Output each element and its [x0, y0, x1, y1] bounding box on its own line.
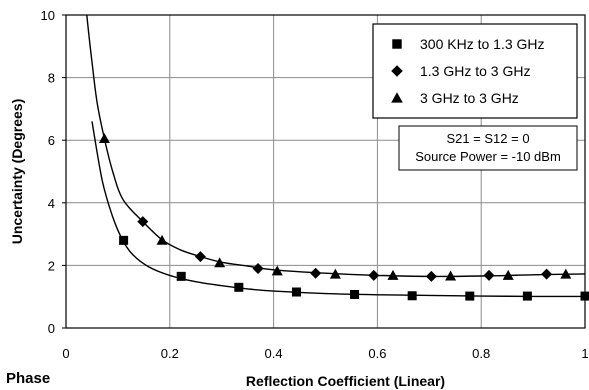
- marker-series-1: [291, 287, 301, 297]
- y-tick-label: 2: [48, 258, 55, 273]
- marker-series-3: [98, 133, 110, 144]
- y-tick-label: 0: [48, 321, 55, 336]
- marker-series-3: [502, 269, 514, 280]
- legend-box: [372, 23, 578, 119]
- marker-series-3: [560, 268, 572, 279]
- y-tick-label: 6: [48, 133, 55, 148]
- marker-series-1: [234, 282, 244, 292]
- x-tick-label: 0: [62, 346, 69, 361]
- legend-label-3: 3 GHz to 3 GHz: [420, 90, 519, 106]
- marker-series-3: [156, 234, 168, 245]
- corner-label: Phase: [6, 370, 51, 387]
- legend: 300 KHz to 1.3 GHz 1.3 GHz to 3 GHz 3 GHz …: [372, 23, 578, 119]
- x-axis-title: Reflection Coefficient (Linear): [246, 373, 445, 389]
- marker-series-1: [407, 291, 417, 301]
- note-box: [398, 125, 578, 171]
- y-tick-label: 4: [48, 196, 55, 211]
- plot-area: [65, 14, 586, 329]
- marker-series-3: [329, 268, 341, 279]
- legend-label-1: 300 KHz to 1.3 GHz: [420, 36, 545, 52]
- y-axis-title: Uncertainty (Degrees): [9, 99, 25, 245]
- x-tick-label: 1: [581, 346, 588, 361]
- y-tick-label: 8: [48, 71, 55, 86]
- conditions-note: S21 = S12 = 0 Source Power = -10 dBm: [398, 125, 578, 171]
- marker-series-1: [465, 291, 475, 301]
- x-tick-label: 0.6: [368, 346, 386, 361]
- legend-marker-3: [391, 92, 403, 103]
- note-line-2: Source Power = -10 dBm: [415, 149, 561, 164]
- marker-series-1: [580, 291, 589, 301]
- y-tick-label: 10: [41, 8, 55, 23]
- series-markers: [98, 133, 589, 301]
- marker-series-2: [368, 269, 380, 281]
- marker-series-1: [350, 290, 360, 300]
- curve-series-1: [91, 121, 585, 298]
- x-tick-label: 0.4: [265, 346, 283, 361]
- marker-series-2: [541, 268, 553, 280]
- legend-marker-1: [392, 39, 402, 49]
- marker-series-3: [445, 270, 457, 281]
- legend-label-2: 1.3 GHz to 3 GHz: [420, 63, 530, 79]
- marker-series-3: [387, 269, 399, 280]
- marker-series-2: [425, 270, 437, 282]
- x-tick-label: 0.8: [472, 346, 490, 361]
- marker-series-2: [310, 267, 322, 279]
- marker-series-1: [522, 291, 532, 301]
- x-axis-ticks: 0 0.2 0.4 0.6 0.8 1: [62, 346, 588, 361]
- marker-series-2: [483, 269, 495, 281]
- legend-marker-2: [391, 65, 403, 77]
- marker-series-2: [137, 216, 149, 228]
- marker-series-2: [194, 251, 206, 263]
- note-line-1: S21 = S12 = 0: [446, 131, 529, 146]
- marker-series-3: [214, 257, 226, 268]
- marker-series-1: [176, 271, 186, 281]
- y-axis-ticks: 0 2 4 6 8 10: [41, 8, 66, 336]
- marker-series-3: [271, 265, 283, 276]
- x-tick-label: 0.2: [161, 346, 179, 361]
- marker-series-2: [252, 263, 264, 275]
- marker-series-1: [119, 235, 129, 245]
